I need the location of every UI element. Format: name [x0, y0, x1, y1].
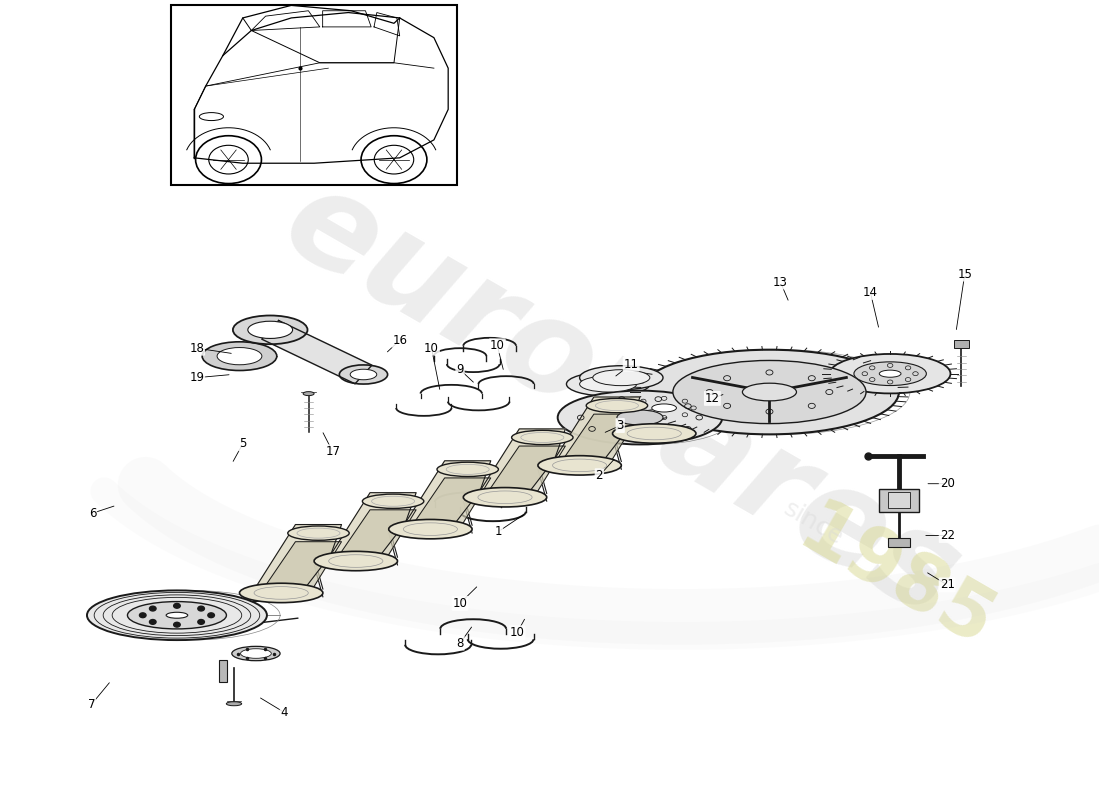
Text: 18: 18: [189, 342, 205, 354]
Circle shape: [198, 619, 205, 624]
Ellipse shape: [512, 430, 573, 445]
Ellipse shape: [350, 370, 376, 380]
Text: 7: 7: [88, 698, 95, 711]
Ellipse shape: [240, 583, 323, 602]
Text: 22: 22: [939, 529, 955, 542]
Circle shape: [174, 603, 180, 608]
Ellipse shape: [829, 354, 950, 394]
Text: 14: 14: [862, 286, 878, 299]
Text: 6: 6: [89, 506, 96, 520]
Polygon shape: [331, 510, 416, 567]
Ellipse shape: [339, 365, 387, 384]
Ellipse shape: [166, 612, 188, 618]
Text: 1985: 1985: [785, 494, 1006, 665]
Ellipse shape: [232, 646, 280, 661]
Bar: [879, 490, 918, 512]
Ellipse shape: [388, 519, 472, 539]
Polygon shape: [480, 429, 565, 491]
Bar: [888, 538, 910, 547]
Circle shape: [150, 619, 156, 624]
Ellipse shape: [241, 649, 272, 658]
Text: 5: 5: [239, 438, 246, 450]
Polygon shape: [256, 525, 341, 586]
Text: europares: europares: [262, 156, 980, 644]
Circle shape: [140, 613, 146, 618]
Ellipse shape: [619, 393, 710, 422]
Polygon shape: [331, 493, 416, 554]
Ellipse shape: [742, 383, 796, 401]
Ellipse shape: [315, 551, 397, 570]
Text: since: since: [779, 497, 847, 550]
Bar: [954, 340, 969, 348]
Ellipse shape: [558, 390, 723, 445]
Ellipse shape: [463, 487, 547, 507]
Polygon shape: [480, 446, 565, 504]
Text: 3: 3: [616, 419, 624, 432]
Text: 10: 10: [425, 342, 439, 354]
Text: 16: 16: [393, 334, 407, 346]
Text: 8: 8: [456, 637, 464, 650]
Text: 21: 21: [939, 578, 955, 591]
Text: 10: 10: [509, 626, 525, 639]
Polygon shape: [406, 461, 491, 522]
Ellipse shape: [566, 372, 650, 396]
Ellipse shape: [304, 392, 315, 396]
Text: 10: 10: [452, 597, 468, 610]
Ellipse shape: [362, 494, 424, 508]
Polygon shape: [256, 542, 341, 599]
Ellipse shape: [652, 404, 676, 412]
Bar: [172, 6, 456, 185]
Text: 10: 10: [490, 339, 505, 352]
Ellipse shape: [437, 462, 498, 477]
Ellipse shape: [87, 590, 267, 640]
Circle shape: [198, 606, 205, 611]
Polygon shape: [554, 414, 640, 472]
Ellipse shape: [538, 456, 621, 475]
Polygon shape: [406, 478, 491, 535]
Polygon shape: [554, 397, 640, 459]
Text: 11: 11: [624, 358, 639, 370]
Ellipse shape: [202, 342, 277, 370]
Text: 2: 2: [595, 470, 603, 482]
Ellipse shape: [854, 362, 926, 386]
Ellipse shape: [640, 350, 899, 434]
Ellipse shape: [673, 361, 866, 423]
Circle shape: [208, 613, 214, 618]
Ellipse shape: [233, 315, 308, 344]
Ellipse shape: [217, 347, 262, 365]
Ellipse shape: [593, 370, 650, 386]
Ellipse shape: [227, 702, 242, 706]
Circle shape: [174, 622, 180, 627]
Text: 1: 1: [495, 525, 503, 538]
Polygon shape: [262, 321, 372, 384]
Ellipse shape: [128, 602, 227, 629]
Ellipse shape: [586, 398, 648, 413]
Circle shape: [150, 606, 156, 611]
Ellipse shape: [580, 376, 637, 392]
Text: 17: 17: [326, 446, 340, 458]
Ellipse shape: [248, 322, 293, 338]
Text: 4: 4: [280, 706, 288, 719]
Ellipse shape: [580, 366, 663, 390]
Text: 12: 12: [705, 392, 719, 405]
Ellipse shape: [288, 526, 349, 540]
Text: 15: 15: [957, 267, 972, 281]
Bar: [219, 660, 228, 682]
Text: 20: 20: [939, 478, 955, 490]
Ellipse shape: [613, 424, 696, 443]
Text: 19: 19: [189, 371, 205, 384]
Text: 13: 13: [773, 275, 788, 289]
Bar: [888, 493, 910, 509]
Ellipse shape: [617, 410, 663, 425]
Text: 9: 9: [456, 363, 464, 376]
Ellipse shape: [879, 370, 901, 378]
